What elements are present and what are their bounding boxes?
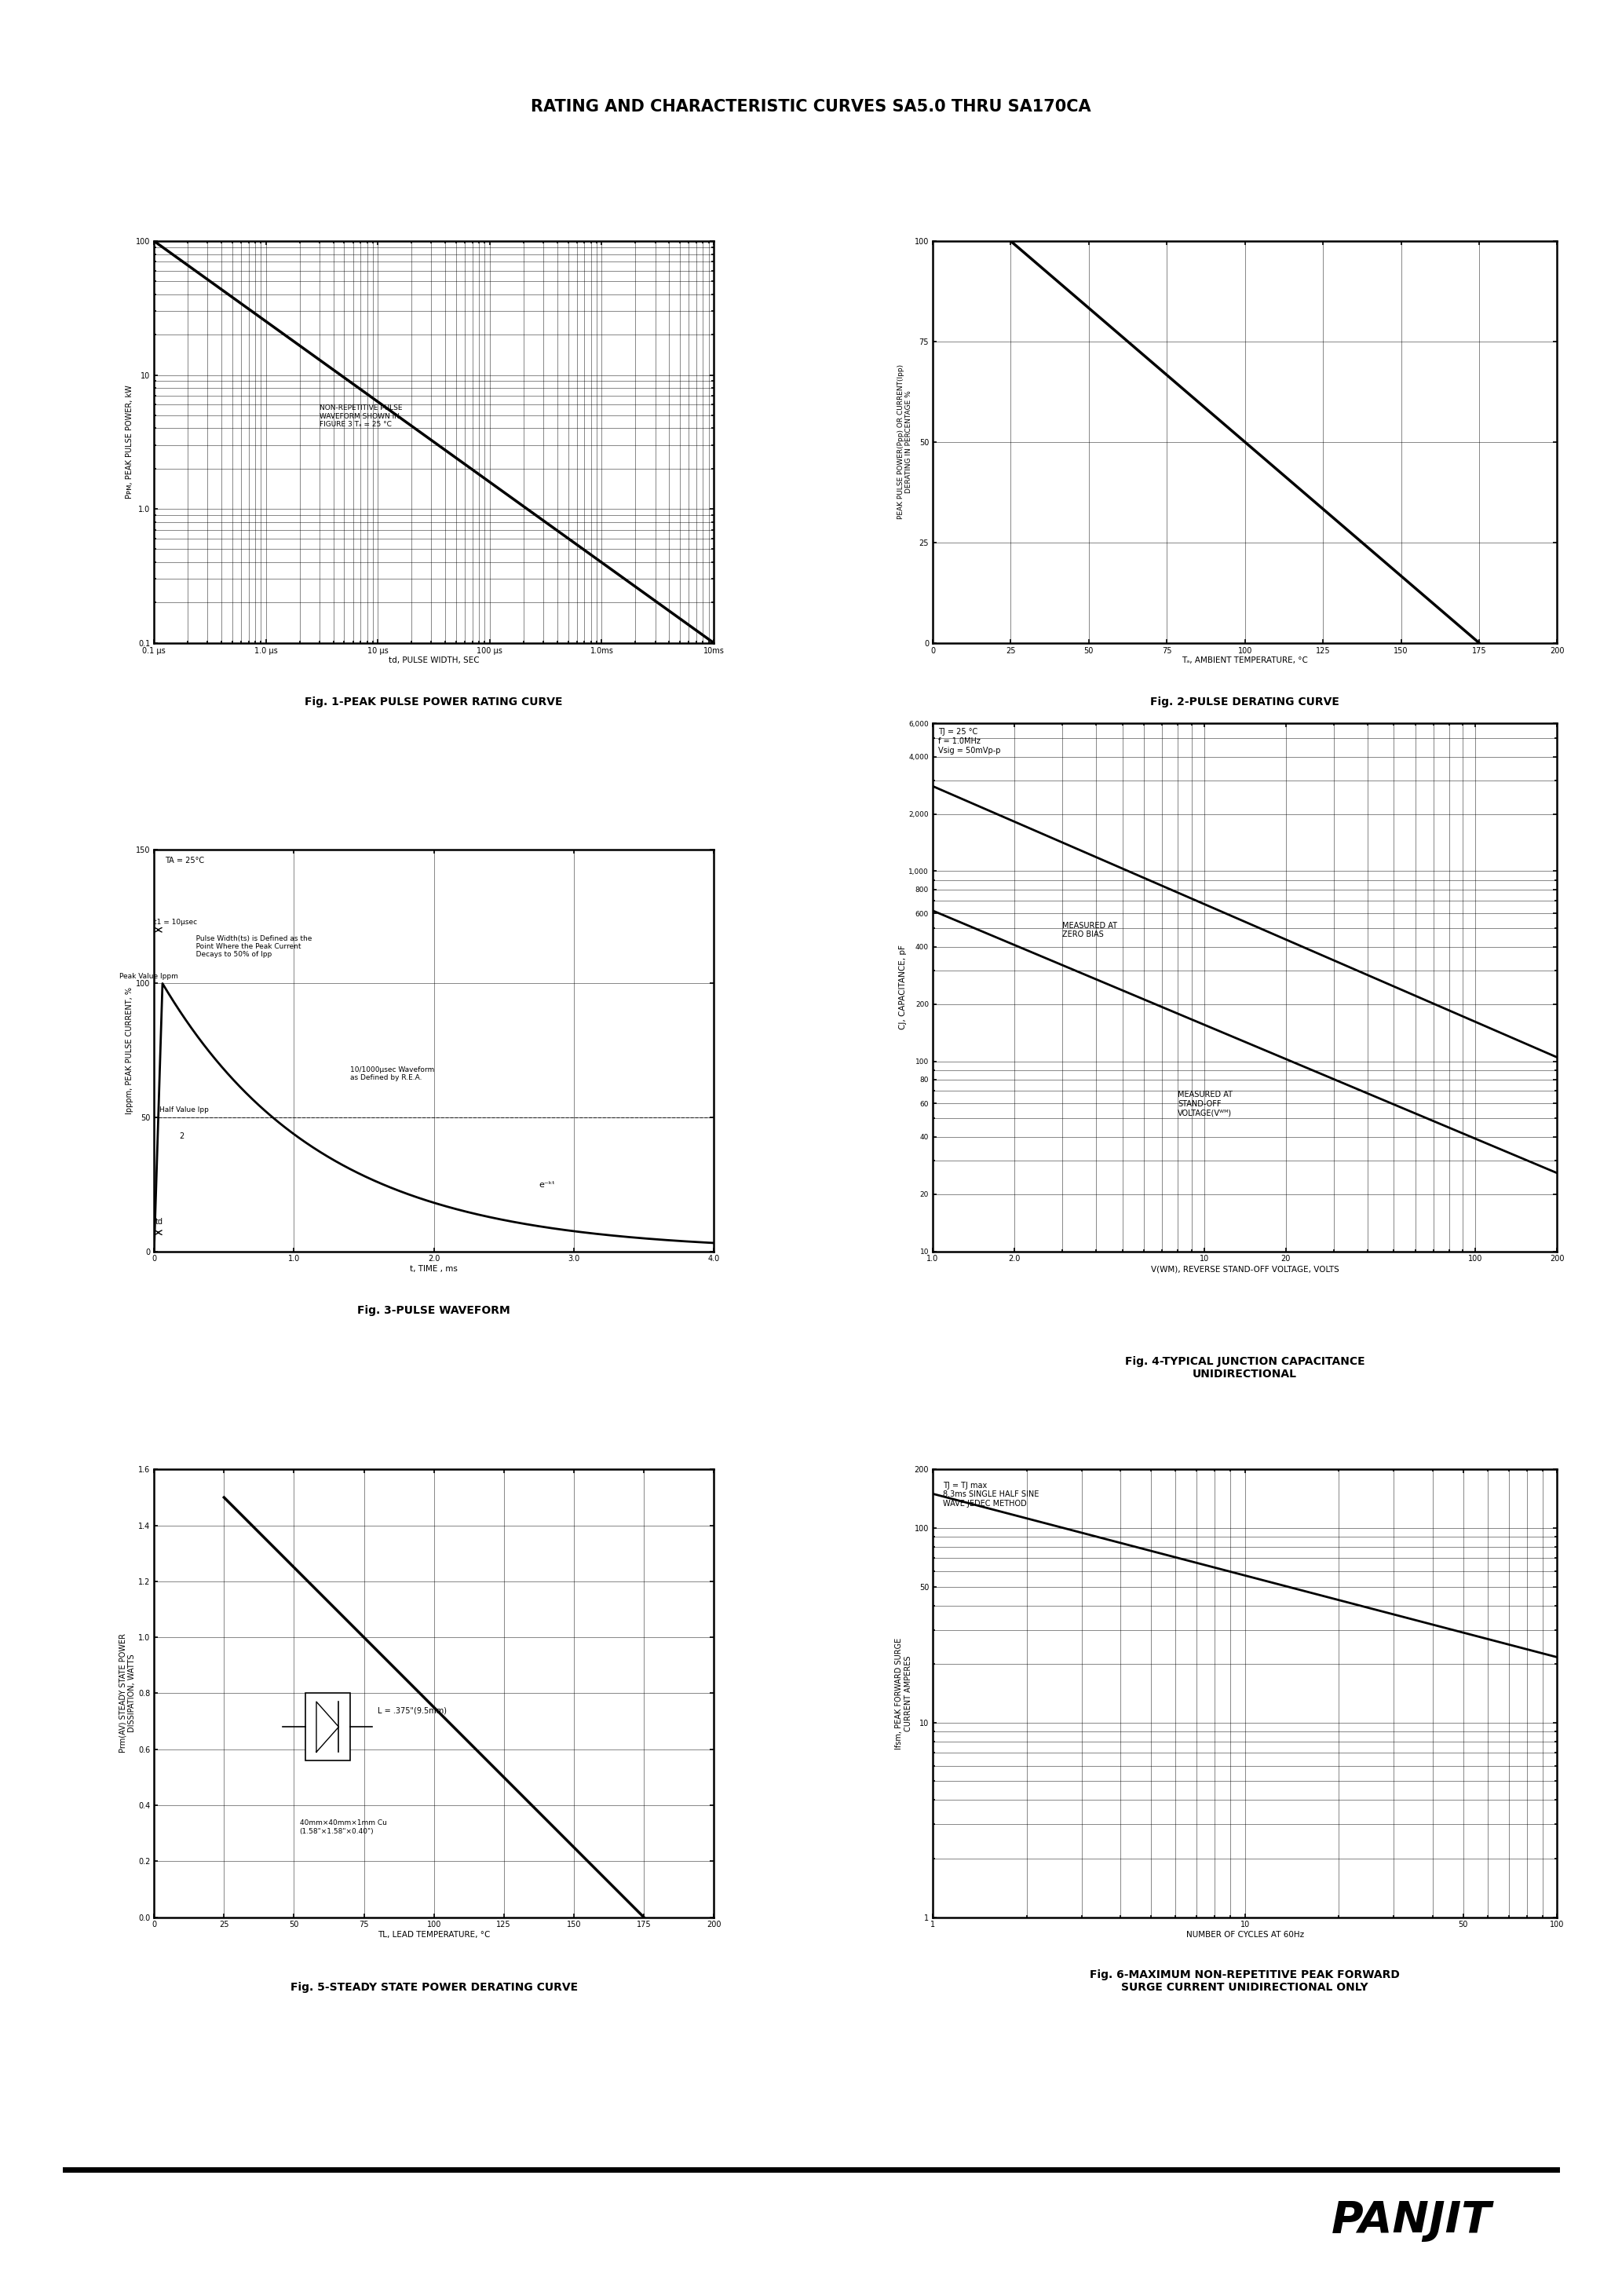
- X-axis label: NUMBER OF CYCLES AT 60Hz: NUMBER OF CYCLES AT 60Hz: [1186, 1931, 1304, 1938]
- Text: NON-REPETITIVE PULSE
WAVEFORM SHOWN IN
FIGURE 3 Tₐ = 25 °C: NON-REPETITIVE PULSE WAVEFORM SHOWN IN F…: [320, 404, 402, 427]
- Text: Fig. 2-PULSE DERATING CURVE: Fig. 2-PULSE DERATING CURVE: [1150, 696, 1340, 707]
- Y-axis label: Ipppm, PEAK PULSE CURRENT, %: Ipppm, PEAK PULSE CURRENT, %: [127, 987, 133, 1114]
- Text: Fig. 6-MAXIMUM NON-REPETITIVE PEAK FORWARD
SURGE CURRENT UNIDIRECTIONAL ONLY: Fig. 6-MAXIMUM NON-REPETITIVE PEAK FORWA…: [1090, 1970, 1400, 1993]
- Text: Fig. 4-TYPICAL JUNCTION CAPACITANCE
UNIDIRECTIONAL: Fig. 4-TYPICAL JUNCTION CAPACITANCE UNID…: [1126, 1357, 1364, 1380]
- Text: 40mm×40mm×1mm Cu
(1.58"×1.58"×0.40"): 40mm×40mm×1mm Cu (1.58"×1.58"×0.40"): [300, 1818, 386, 1835]
- X-axis label: td, PULSE WIDTH, SEC: td, PULSE WIDTH, SEC: [389, 657, 478, 664]
- Text: MEASURED AT
STAND-OFF
VOLTAGE(Vᵂᴹ): MEASURED AT STAND-OFF VOLTAGE(Vᵂᴹ): [1178, 1091, 1233, 1116]
- Text: Fig. 3-PULSE WAVEFORM: Fig. 3-PULSE WAVEFORM: [357, 1304, 511, 1316]
- Text: MEASURED AT
ZERO BIAS: MEASURED AT ZERO BIAS: [1062, 921, 1118, 939]
- Y-axis label: Pᴘᴍ, PEAK PULSE POWER, kW: Pᴘᴍ, PEAK PULSE POWER, kW: [127, 386, 133, 498]
- Text: Half Value Ipp: Half Value Ipp: [159, 1107, 209, 1114]
- Text: TJ = TJ max
8.3ms SINGLE HALF SINE
WAVE JEDEC METHOD: TJ = TJ max 8.3ms SINGLE HALF SINE WAVE …: [942, 1481, 1040, 1508]
- Y-axis label: CJ, CAPACITANCE, pF: CJ, CAPACITANCE, pF: [899, 946, 907, 1029]
- Text: 10/1000μsec Waveform
as Defined by R.E.A.: 10/1000μsec Waveform as Defined by R.E.A…: [350, 1065, 435, 1081]
- Text: PANJIT: PANJIT: [1332, 2200, 1491, 2241]
- X-axis label: TL, LEAD TEMPERATURE, °C: TL, LEAD TEMPERATURE, °C: [378, 1931, 490, 1938]
- Text: 2: 2: [180, 1132, 185, 1141]
- Text: t1 = 10μsec: t1 = 10μsec: [154, 918, 198, 925]
- Text: TJ = 25 °C
f = 1.0MHz
Vsig = 50mVp-p: TJ = 25 °C f = 1.0MHz Vsig = 50mVp-p: [939, 728, 1001, 755]
- Text: Peak Value Ippm: Peak Value Ippm: [118, 974, 178, 980]
- Text: Pulse Width(ts) is Defined as the
   Point Where the Peak Current
   Decays to 5: Pulse Width(ts) is Defined as the Point …: [190, 934, 311, 957]
- Y-axis label: Ifsm, PEAK FORWARD SURGE
CURRENT AMPERES: Ifsm, PEAK FORWARD SURGE CURRENT AMPERES: [895, 1637, 912, 1750]
- Text: td: td: [156, 1219, 164, 1226]
- Text: RATING AND CHARACTERISTIC CURVES SA5.0 THRU SA170CA: RATING AND CHARACTERISTIC CURVES SA5.0 T…: [530, 99, 1092, 115]
- Text: e⁻ᵏᵗ: e⁻ᵏᵗ: [539, 1180, 555, 1189]
- Bar: [305, 1694, 350, 1761]
- Text: L = .375"(9.5mm): L = .375"(9.5mm): [378, 1706, 448, 1715]
- Text: Fig. 1-PEAK PULSE POWER RATING CURVE: Fig. 1-PEAK PULSE POWER RATING CURVE: [305, 696, 563, 707]
- X-axis label: Tₐ, AMBIENT TEMPERATURE, °C: Tₐ, AMBIENT TEMPERATURE, °C: [1182, 657, 1307, 664]
- X-axis label: t, TIME , ms: t, TIME , ms: [410, 1265, 457, 1272]
- Text: TA = 25°C: TA = 25°C: [165, 856, 204, 866]
- Text: Fig. 5-STEADY STATE POWER DERATING CURVE: Fig. 5-STEADY STATE POWER DERATING CURVE: [290, 1981, 577, 1993]
- X-axis label: V(WM), REVERSE STAND-OFF VOLTAGE, VOLTS: V(WM), REVERSE STAND-OFF VOLTAGE, VOLTS: [1150, 1265, 1340, 1272]
- Y-axis label: Prm(AV) STEADY STATE POWER
DISSIPATION, WATTS: Prm(AV) STEADY STATE POWER DISSIPATION, …: [118, 1635, 136, 1752]
- Y-axis label: PEAK PULSE POWER(Ppp) OR CURRENT(Ipp)
DERATING IN PERCENTAGE %: PEAK PULSE POWER(Ppp) OR CURRENT(Ipp) DE…: [897, 365, 912, 519]
